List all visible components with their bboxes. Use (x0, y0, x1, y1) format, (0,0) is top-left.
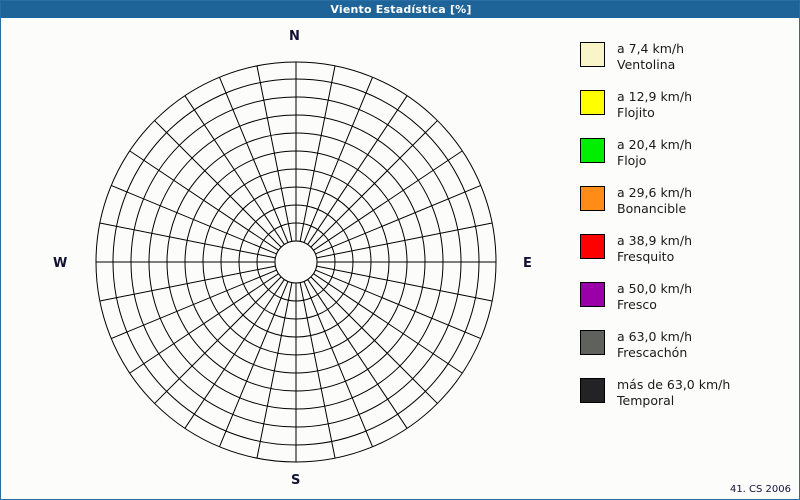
legend-item: a 38,9 km/h Fresquito (580, 233, 795, 273)
wind-rose-chart: N S W E (2, 18, 562, 499)
legend-color-swatch (580, 186, 605, 211)
legend-color-swatch (580, 330, 605, 355)
legend-label: más de 63,0 km/h Temporal (617, 377, 730, 409)
legend-item: a 7,4 km/h Ventolina (580, 41, 795, 81)
footer-note: 41. CS 2006 (729, 484, 791, 495)
legend-label: a 7,4 km/h Ventolina (617, 41, 684, 73)
legend-speed-name: Fresco (617, 297, 657, 312)
legend-item: a 50,0 km/h Fresco (580, 281, 795, 321)
compass-label-east: E (523, 256, 532, 271)
window-title: Viento Estadística [%] (330, 3, 472, 16)
legend-speed-range: a 20,4 km/h (617, 137, 692, 152)
compass-label-north: N (289, 29, 300, 44)
legend-color-swatch (580, 282, 605, 307)
legend-item: a 12,9 km/h Flojito (580, 89, 795, 129)
legend-speed-range: a 7,4 km/h (617, 41, 685, 56)
legend-label: a 63,0 km/h Frescachón (617, 329, 692, 361)
legend-label: a 20,4 km/h Flojo (617, 137, 692, 169)
legend-label: a 50,0 km/h Fresco (617, 281, 692, 313)
legend-label: a 38,9 km/h Fresquito (617, 233, 692, 265)
compass-label-west: W (53, 256, 68, 271)
legend-speed-range: más de 63,0 km/h (617, 377, 731, 392)
legend-speed-range: a 12,9 km/h (617, 89, 692, 104)
legend-speed-range: a 38,9 km/h (617, 233, 692, 248)
legend-speed-name: Frescachón (617, 345, 688, 360)
legend-color-swatch (580, 90, 605, 115)
legend-speed-name: Temporal (617, 393, 675, 408)
legend-color-swatch (580, 378, 605, 403)
legend-color-swatch (580, 234, 605, 259)
window-titlebar: Viento Estadística [%] (1, 1, 799, 18)
legend-speed-name: Fresquito (617, 249, 675, 264)
legend-label: a 12,9 km/h Flojito (617, 89, 692, 121)
wind-rose-grid (95, 61, 497, 463)
compass-label-south: S (291, 473, 301, 488)
wind-speed-legend: a 7,4 km/h Ventolina a 12,9 km/h Flojito a 2… (580, 41, 795, 425)
legend-speed-name: Bonancible (617, 201, 687, 216)
legend-color-swatch (580, 138, 605, 163)
legend-speed-name: Ventolina (617, 57, 676, 72)
legend-color-swatch (580, 42, 605, 67)
window-content: N S W E a 7,4 km/h Ventolina a 12,9 km/h Fl… (2, 18, 799, 499)
legend-label: a 29,6 km/h Bonancible (617, 185, 692, 217)
legend-speed-range: a 50,0 km/h (617, 281, 692, 296)
legend-item: a 63,0 km/h Frescachón (580, 329, 795, 369)
legend-item: a 29,6 km/h Bonancible (580, 185, 795, 225)
legend-item: a 20,4 km/h Flojo (580, 137, 795, 177)
legend-speed-range: a 63,0 km/h (617, 329, 692, 344)
legend-speed-name: Flojo (617, 153, 647, 168)
legend-speed-range: a 29,6 km/h (617, 185, 692, 200)
legend-item: más de 63,0 km/h Temporal (580, 377, 795, 417)
legend-speed-name: Flojito (617, 105, 655, 120)
